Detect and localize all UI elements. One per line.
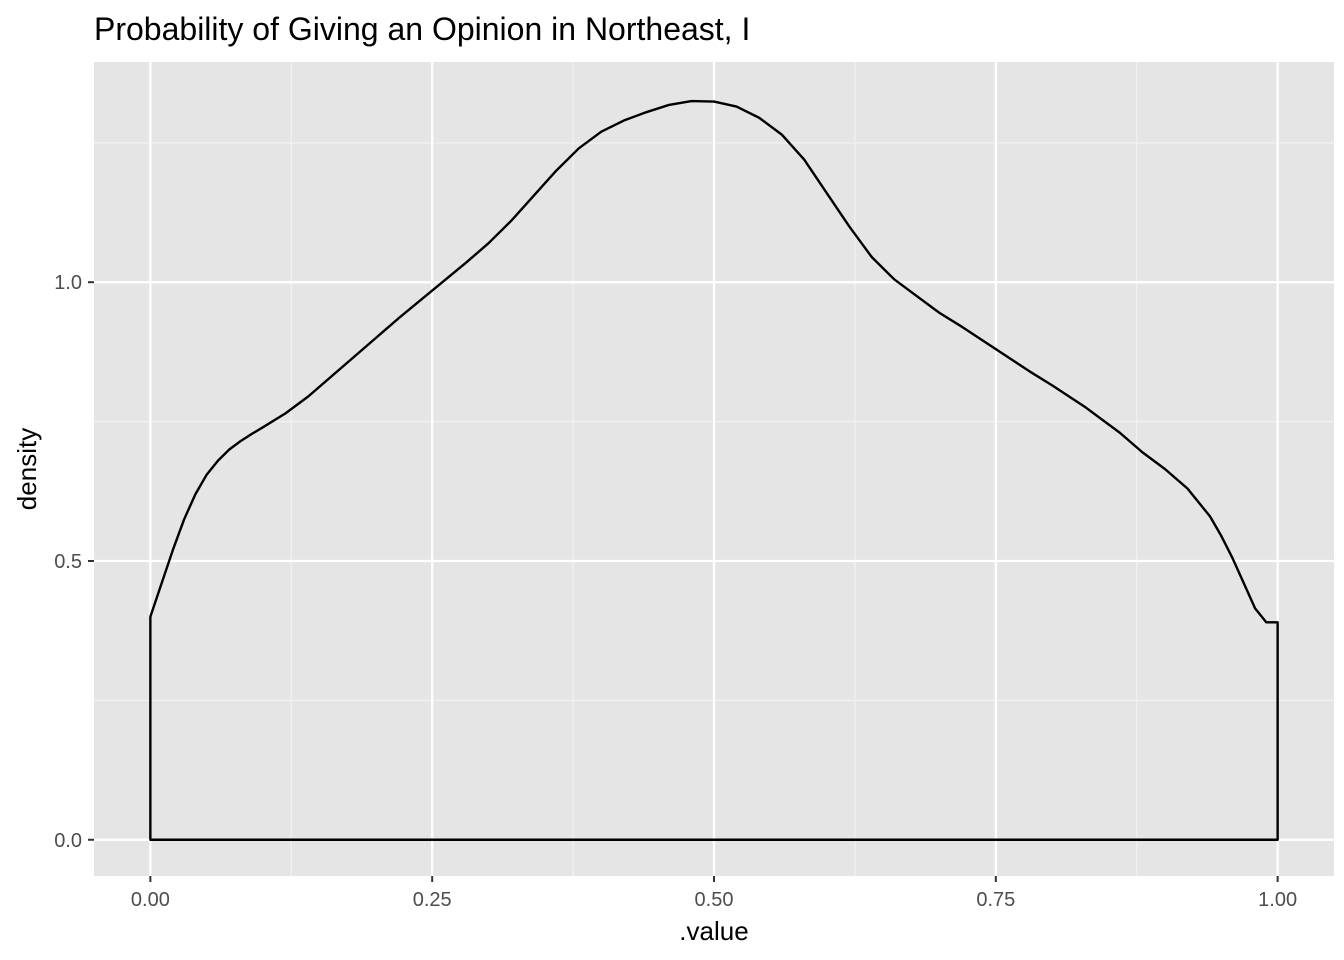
y-tick-label: 1.0 [54, 272, 82, 294]
x-tick-label: 0.00 [131, 889, 170, 911]
y-axis-title: density [12, 428, 42, 510]
y-axis: 0.0 0.5 1.0 [54, 272, 94, 852]
y-tick-label: 0.5 [54, 551, 82, 573]
x-axis-title: .value [679, 916, 748, 946]
density-layer [149, 99, 1279, 841]
x-tick-label: 0.25 [413, 889, 452, 911]
chart-title: Probability of Giving an Opinion in Nort… [94, 11, 750, 47]
x-tick-label: 1.00 [1258, 889, 1297, 911]
major-gridlines [94, 62, 1334, 876]
x-axis: 0.00 0.25 0.50 0.75 1.00 [131, 876, 1297, 911]
y-tick-label: 0.0 [54, 830, 82, 852]
density-curve [149, 99, 1279, 841]
x-tick-label: 0.50 [695, 889, 734, 911]
x-tick-label: 0.75 [976, 889, 1015, 911]
